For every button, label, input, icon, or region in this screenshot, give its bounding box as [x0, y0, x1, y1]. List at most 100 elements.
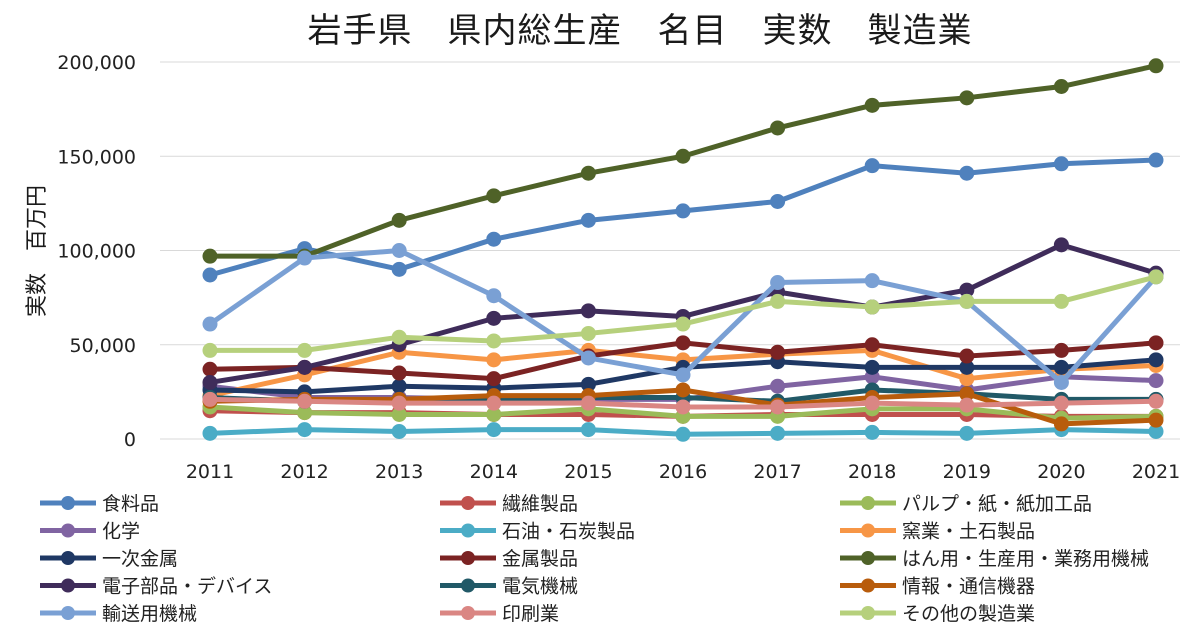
y-tick-label: 100,000: [57, 241, 136, 263]
legend-item: 金属製品: [440, 548, 578, 570]
data-point: [580, 350, 596, 366]
legend-item: 食料品: [40, 493, 159, 515]
legend-item: 電子部品・デバイス: [40, 576, 272, 598]
data-point: [770, 344, 786, 360]
data-point: [486, 288, 502, 304]
data-point: [864, 337, 880, 353]
legend-marker: [61, 523, 75, 538]
legend-item: 繊維製品: [440, 493, 578, 515]
legend-label: 電気機械: [502, 576, 578, 598]
x-tick-label: 2019: [943, 461, 991, 483]
data-point: [864, 395, 880, 411]
data-point: [297, 342, 313, 358]
data-point: [391, 243, 407, 258]
data-point: [486, 352, 502, 368]
legend-marker: [861, 551, 875, 565]
data-point: [770, 293, 786, 309]
data-point: [580, 376, 596, 392]
data-point: [864, 273, 880, 289]
data-point: [1053, 342, 1069, 358]
data-point: [770, 120, 786, 136]
series: [202, 269, 1164, 358]
chart-title: 岩手県 県内総生産 名目 実数 製造業: [308, 11, 973, 51]
data-point: [391, 423, 407, 439]
series: [202, 152, 1164, 283]
legend-label: 繊維製品: [502, 493, 578, 515]
legend-label: 電子部品・デバイス: [102, 576, 272, 598]
series: [202, 422, 1164, 442]
legend-label: はん用・生産用・業務用機械: [902, 548, 1149, 570]
data-point: [1053, 237, 1069, 253]
data-point: [1148, 412, 1164, 428]
x-tick-label: 2021: [1132, 461, 1180, 483]
data-point: [864, 424, 880, 440]
legend-marker: [861, 523, 875, 538]
data-point: [1053, 416, 1069, 432]
legend-label: 食料品: [102, 493, 159, 515]
legend-label: 窯業・土石製品: [902, 521, 1035, 543]
data-point: [959, 386, 975, 402]
data-point: [486, 371, 502, 387]
data-point: [580, 165, 596, 181]
legend-item: 窯業・土石製品: [840, 521, 1035, 543]
data-point: [959, 425, 975, 441]
legend-marker: [61, 551, 75, 565]
legend-item: その他の製造業: [840, 603, 1035, 625]
data-point: [486, 406, 502, 422]
data-point: [675, 382, 691, 398]
data-point: [770, 378, 786, 394]
series: [202, 243, 1164, 390]
data-point: [675, 399, 691, 415]
legend-marker: [461, 578, 475, 593]
x-tick-label: 2013: [375, 461, 423, 483]
x-axis-ticks: 2011 2012 2013 2014 2015 2016 2017 2018 2019 2020…: [186, 461, 1180, 483]
data-point: [770, 425, 786, 441]
data-point: [297, 422, 313, 438]
data-point: [580, 212, 596, 228]
data-point: [959, 397, 975, 413]
x-tick-label: 2018: [848, 461, 896, 483]
legend-item: 電気機械: [440, 576, 578, 598]
data-point: [959, 348, 975, 364]
data-point: [580, 325, 596, 341]
legend-marker: [61, 578, 75, 593]
x-tick-label: 2020: [1037, 461, 1085, 483]
legend-label: その他の製造業: [902, 603, 1035, 625]
data-point: [864, 97, 880, 113]
data-point: [1148, 393, 1164, 409]
x-tick-label: 2014: [470, 461, 518, 483]
legend-label: 情報・通信機器: [902, 576, 1035, 598]
data-point: [959, 371, 975, 387]
series: [202, 58, 1164, 264]
x-tick-label: 2011: [186, 461, 234, 483]
data-point: [864, 359, 880, 375]
y-tick-label: 150,000: [57, 146, 136, 168]
data-point: [770, 193, 786, 209]
data-point: [391, 261, 407, 277]
data-point: [391, 395, 407, 411]
data-point: [675, 426, 691, 442]
legend-marker: [61, 606, 75, 620]
legend-label: 一次金属: [102, 548, 178, 570]
data-point: [1053, 395, 1069, 411]
legend-item: 印刷業: [440, 603, 559, 625]
legend-marker: [861, 578, 875, 593]
data-point: [1148, 269, 1164, 285]
data-point: [1148, 373, 1164, 389]
data-point: [1053, 156, 1069, 172]
data-point: [486, 395, 502, 411]
data-point: [864, 158, 880, 174]
series-lines: [202, 58, 1164, 442]
data-point: [391, 406, 407, 422]
legend-marker: [461, 551, 475, 565]
x-tick-label: 2015: [564, 461, 612, 483]
data-point: [580, 303, 596, 319]
data-point: [297, 250, 313, 266]
data-point: [959, 359, 975, 375]
y-axis-label: 実数 百万円: [25, 185, 50, 317]
legend-item: 一次金属: [40, 548, 178, 570]
data-point: [1148, 152, 1164, 168]
legend-marker: [861, 606, 875, 620]
data-point: [1148, 352, 1164, 368]
